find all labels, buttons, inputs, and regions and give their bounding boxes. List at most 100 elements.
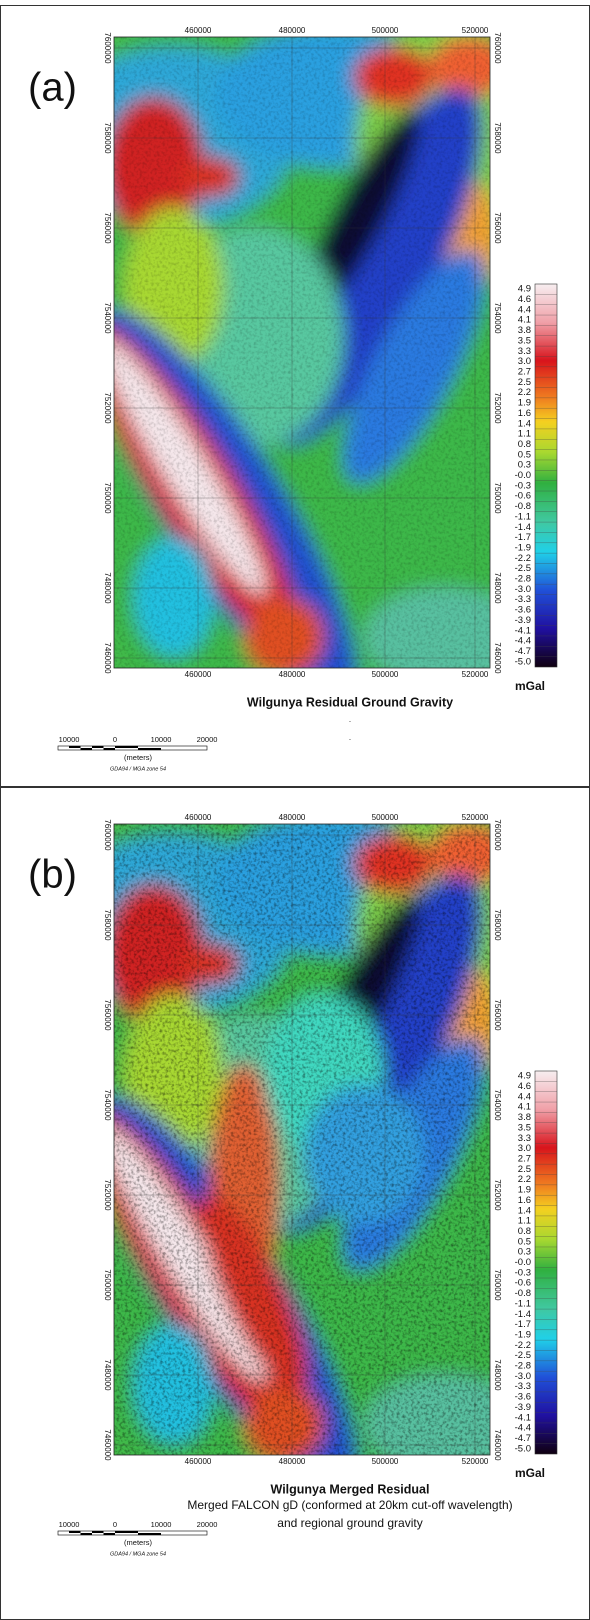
x-tick-label: 500000 — [372, 670, 399, 679]
colorbar-label: -1.7 — [515, 532, 531, 543]
scale-label: 10000 — [59, 735, 80, 744]
scale-segment — [115, 1531, 138, 1533]
map-note: and regional ground gravity — [277, 1516, 422, 1530]
colorbar-label: 3.8 — [518, 325, 531, 336]
colorbar-label: 0.5 — [518, 449, 531, 460]
colorbar-label: 2.5 — [518, 1164, 531, 1175]
colorbar-unit: mGal — [515, 679, 545, 693]
scale-unit: (meters) — [124, 1538, 152, 1547]
colorbar-label: -1.1 — [515, 511, 531, 522]
y-tick-label: 7540000 — [103, 302, 112, 334]
colorbar-label: 1.4 — [518, 1205, 531, 1216]
x-tick-label: 520000 — [462, 26, 489, 35]
colorbar-label: 0.3 — [518, 460, 531, 471]
colorbar-label: 0.3 — [518, 1247, 531, 1258]
colorbar-label: -3.6 — [515, 1392, 531, 1403]
colorbar-label: 0.5 — [518, 1236, 531, 1247]
scale-segment — [138, 1533, 161, 1535]
colorbar-label: -3.0 — [515, 584, 531, 595]
colorbar-label: 3.0 — [518, 356, 531, 367]
colorbar-label: -2.8 — [515, 574, 531, 585]
panel-label: (a) — [28, 66, 77, 110]
colorbar-label: -0.0 — [515, 470, 531, 481]
colorbar-label: 2.5 — [518, 377, 531, 388]
colorbar-label: 2.7 — [518, 367, 531, 378]
colorbar-label: -4.1 — [515, 1412, 531, 1423]
colorbar-label: -3.9 — [515, 1402, 531, 1413]
y-tick-label: 7580000 — [103, 122, 112, 154]
scale-unit: (meters) — [124, 753, 152, 762]
figure: (a) 460000 460000 480000 480000 500000 500000 5… — [0, 0, 590, 1620]
x-tick-label: 500000 — [372, 1457, 399, 1466]
colorbar-label: 4.1 — [518, 1102, 531, 1113]
x-tick-label: 500000 — [372, 26, 399, 35]
y-tick-label: 7600000 — [493, 32, 502, 64]
x-tick-label: 460000 — [185, 26, 212, 35]
colorbar-label: -1.1 — [515, 1298, 531, 1309]
colorbar-label: -4.7 — [515, 646, 531, 657]
colorbar-label: -0.6 — [515, 491, 531, 502]
colorbar-label: -0.0 — [515, 1257, 531, 1268]
colorbar-label: 1.6 — [518, 1195, 531, 1206]
y-tick-label: 7500000 — [493, 482, 502, 514]
x-tick-label: 520000 — [462, 813, 489, 822]
y-tick-label: 7560000 — [103, 212, 112, 244]
colorbar-label: 0.8 — [518, 1226, 531, 1237]
y-tick-label: 7540000 — [493, 1089, 502, 1121]
y-tick-label: 7580000 — [103, 909, 112, 941]
y-tick-label: 7560000 — [493, 212, 502, 244]
y-tick-label: 7600000 — [103, 32, 112, 64]
colorbar-label: -1.4 — [515, 1309, 531, 1320]
colorbar-label: 1.1 — [518, 429, 531, 440]
colorbar-label: 4.9 — [518, 284, 531, 295]
gravity-map — [42, 724, 562, 1564]
colorbar-label: 4.6 — [518, 294, 531, 305]
hillshade — [114, 37, 490, 668]
colorbar-label: -5.0 — [515, 1443, 531, 1454]
x-tick-label: 460000 — [185, 813, 212, 822]
colorbar-label: 1.6 — [518, 408, 531, 419]
x-tick-label: 480000 — [279, 26, 306, 35]
map-title: Wilgunya Merged Residual — [271, 1482, 430, 1496]
colorbar-label: 4.9 — [518, 1071, 531, 1082]
x-tick-label: 480000 — [279, 1457, 306, 1466]
x-tick-label: 520000 — [462, 1457, 489, 1466]
y-tick-label: 7520000 — [493, 392, 502, 424]
colorbar-label: -3.3 — [515, 1381, 531, 1392]
y-tick-label: 7540000 — [103, 1089, 112, 1121]
colorbar — [535, 284, 557, 667]
colorbar-label: -0.6 — [515, 1278, 531, 1289]
colorbar-label: -1.4 — [515, 522, 531, 533]
scale-label: 10000 — [151, 735, 172, 744]
colorbar-label: -1.7 — [515, 1319, 531, 1330]
colorbar-label: 3.8 — [518, 1112, 531, 1123]
colorbar-label: -0.3 — [515, 480, 531, 491]
scale-segment — [69, 1531, 81, 1533]
gravity-map — [42, 0, 562, 777]
x-tick-label: 460000 — [185, 1457, 212, 1466]
colorbar-label: -4.7 — [515, 1433, 531, 1444]
x-tick-label: 500000 — [372, 813, 399, 822]
colorbar — [535, 1071, 557, 1454]
colorbar-label: 3.3 — [518, 1133, 531, 1144]
colorbar-label: 3.3 — [518, 346, 531, 357]
panel: (b)4600004600004800004800005000005000005… — [1, 724, 590, 1620]
colorbar-label: 3.5 — [518, 1122, 531, 1133]
scale-label: 10000 — [151, 1520, 172, 1529]
colorbar-label: -4.1 — [515, 625, 531, 636]
colorbar-label: 3.0 — [518, 1143, 531, 1154]
y-tick-label: 7460000 — [493, 1429, 502, 1461]
colorbar-label: 0.8 — [518, 439, 531, 450]
map-note: . — [349, 715, 351, 724]
x-tick-label: 460000 — [185, 670, 212, 679]
colorbar-label: -0.8 — [515, 1288, 531, 1299]
scale-segment — [104, 1533, 116, 1535]
colorbar-label: 3.5 — [518, 335, 531, 346]
projection: GDA94 / MGA zone 54 — [110, 1551, 166, 1557]
colorbar-label: -3.9 — [515, 615, 531, 626]
hillshade — [114, 824, 490, 1455]
colorbar-label: -1.9 — [515, 1329, 531, 1340]
y-tick-label: 7580000 — [493, 909, 502, 941]
scale-segment — [81, 1533, 93, 1535]
y-tick-label: 7540000 — [493, 302, 502, 334]
